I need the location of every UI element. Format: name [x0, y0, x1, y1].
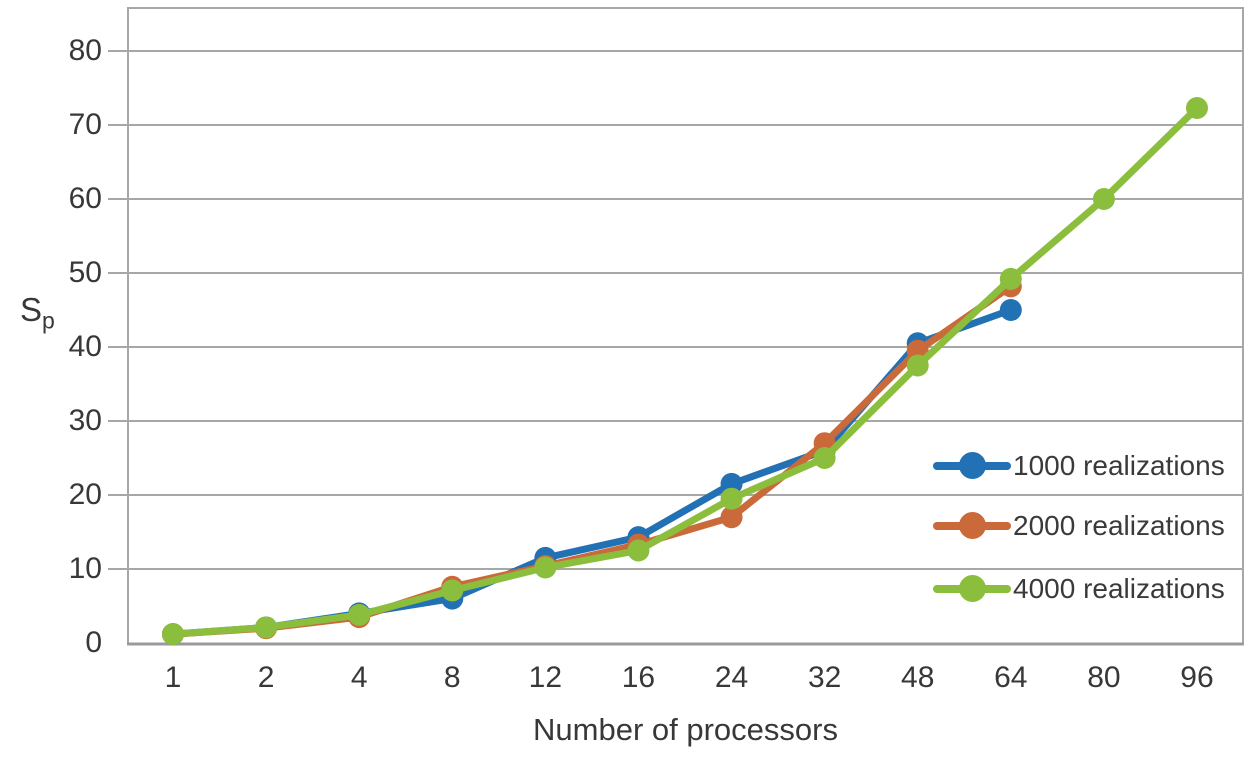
x-tick-label-64: 64 — [994, 661, 1028, 694]
x-axis-title: Number of processors — [533, 712, 838, 747]
y-tick-label-50: 50 — [68, 256, 102, 289]
legend-item-4000-realizations: 4000 realizations — [933, 572, 1225, 604]
legend-item-2000-realizations: 2000 realizations — [933, 509, 1225, 541]
data-point-1000-realizations — [999, 299, 1022, 321]
data-point-4000-realizations — [1092, 188, 1115, 210]
data-point-4000-realizations — [441, 579, 464, 602]
data-point-4000-realizations — [999, 267, 1022, 290]
y-tick-label-30: 30 — [68, 404, 102, 437]
legend-item-1000-realizations: 1000 realizations — [933, 449, 1225, 481]
y-axis-title-sub: p — [42, 307, 55, 334]
y-axis-title-main: S — [20, 291, 43, 328]
data-point-4000-realizations — [162, 623, 184, 646]
legend-dot-icon — [959, 575, 986, 602]
y-tick-label-40: 40 — [68, 330, 102, 363]
legend-marker-icon — [933, 575, 1011, 602]
x-tick-label-80: 80 — [1087, 661, 1121, 694]
x-tick-label-2: 2 — [257, 661, 275, 694]
x-tick-label-96: 96 — [1180, 661, 1214, 694]
y-tick-label-60: 60 — [68, 182, 102, 215]
y-tick-label-10: 10 — [68, 552, 102, 585]
series-line-4000-realizations — [169, 104, 1201, 638]
data-point-4000-realizations — [255, 616, 278, 639]
x-tick-label-24: 24 — [714, 661, 749, 694]
data-point-4000-realizations — [627, 539, 650, 562]
legend-marker-icon — [933, 452, 1011, 479]
data-point-4000-realizations — [813, 447, 836, 469]
y-tick-label-80: 80 — [68, 34, 102, 67]
x-tick-label-32: 32 — [807, 661, 842, 694]
x-tick-label-4: 4 — [350, 661, 368, 694]
legend-label: 1000 realizations — [1013, 449, 1225, 481]
data-point-4000-realizations — [1185, 96, 1208, 119]
x-tick-label-1: 1 — [164, 661, 182, 694]
legend-dot-icon — [959, 512, 986, 539]
y-tick-label-0: 0 — [85, 626, 102, 659]
data-point-4000-realizations — [348, 603, 371, 626]
y-tick-label-20: 20 — [68, 478, 102, 511]
legend-dot-icon — [959, 452, 986, 479]
y-axis-title: Sp — [20, 291, 55, 335]
legend-label: 2000 realizations — [1013, 509, 1225, 541]
data-point-4000-realizations — [534, 556, 557, 579]
x-tick-label-12: 12 — [528, 661, 563, 694]
plot-border — [127, 7, 1244, 643]
series-4000-realizations — [162, 96, 1208, 646]
x-tick-label-16: 16 — [621, 661, 656, 694]
data-point-4000-realizations — [906, 354, 929, 377]
y-tick-label-70: 70 — [68, 108, 102, 141]
x-tick-label-8: 8 — [443, 661, 461, 694]
legend-label: 4000 realizations — [1013, 572, 1225, 604]
data-point-4000-realizations — [720, 487, 743, 510]
data-point-2000-realizations — [720, 506, 743, 529]
x-tick-label-48: 48 — [901, 661, 935, 694]
legend: 1000 realizations 2000 realizations 4000 r… — [933, 449, 1253, 632]
y-axis-tick-labels: 0 10 20 30 40 50 60 70 80 — [32, 0, 102, 758]
legend-marker-icon — [933, 512, 1011, 539]
